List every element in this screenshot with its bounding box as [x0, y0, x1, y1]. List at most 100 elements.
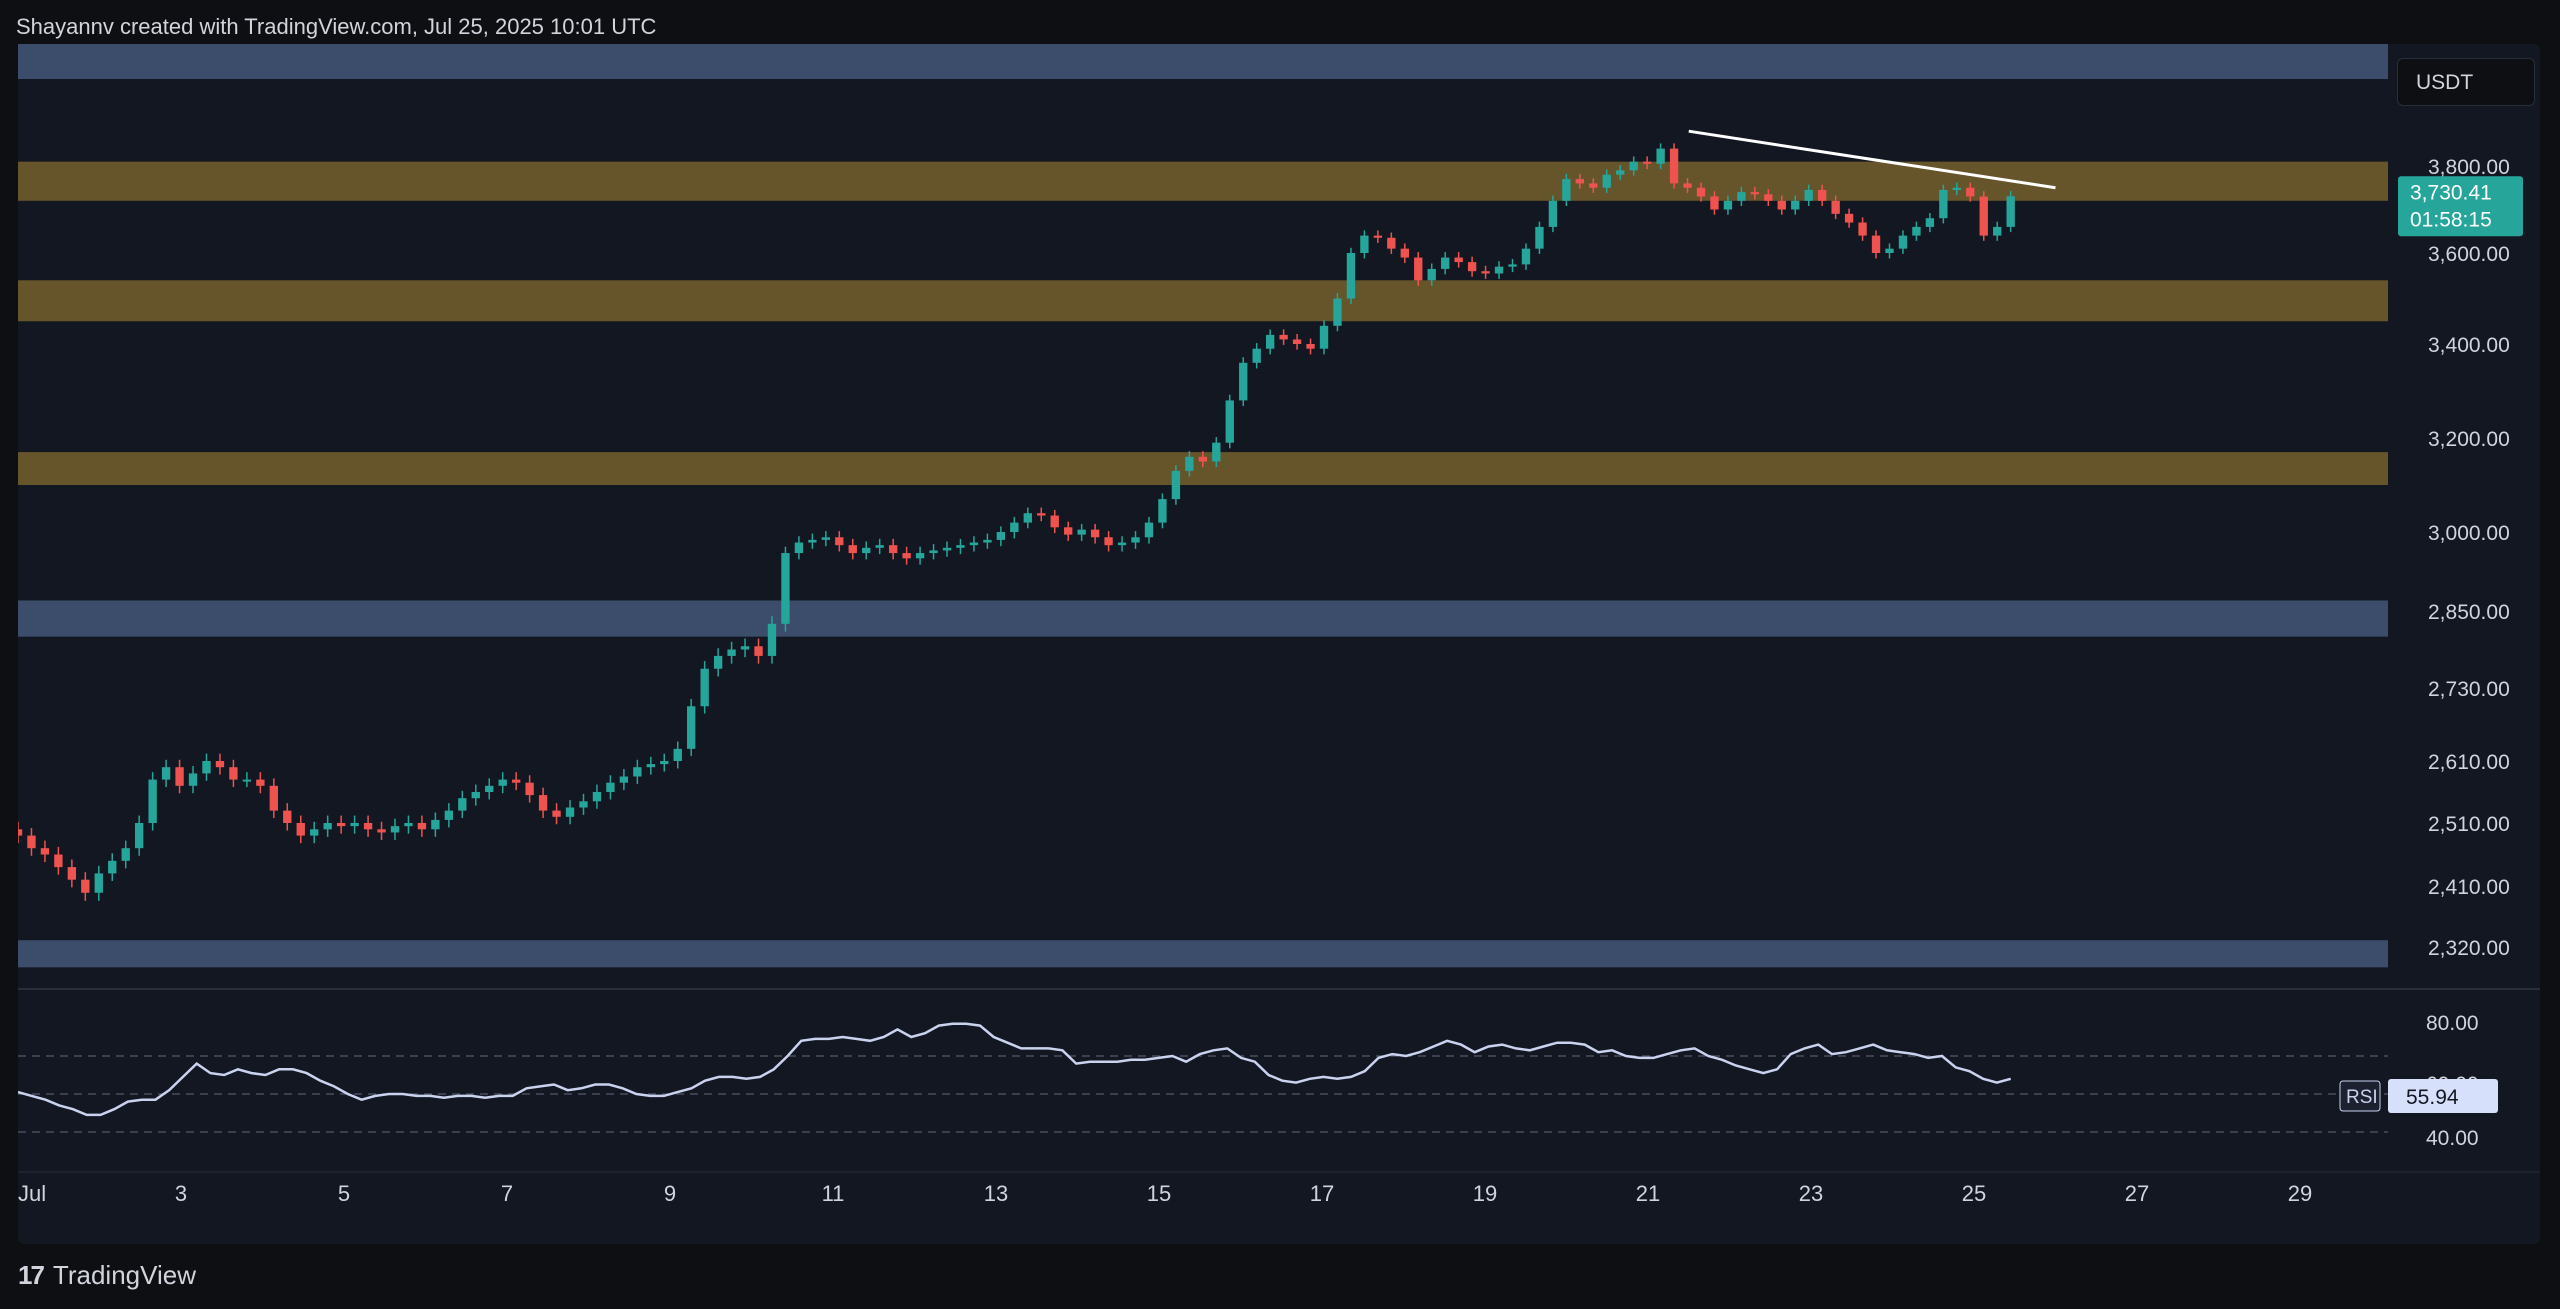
candle [633, 759, 642, 784]
candle [1616, 165, 1625, 180]
chart-attribution: Shayannv created with TradingView.com, J… [16, 14, 657, 39]
candle-body [1360, 235, 1369, 253]
candle-body [1616, 170, 1625, 175]
candle [1575, 173, 1585, 189]
candle [700, 661, 709, 714]
candle [1764, 189, 1773, 207]
candle-body [1171, 470, 1181, 500]
candle [1844, 208, 1854, 228]
candle [135, 815, 144, 856]
candle [1791, 195, 1800, 215]
candle [363, 815, 373, 837]
time-tick-label: 13 [984, 1181, 1008, 1206]
candle-body [1050, 515, 1059, 528]
candle-body [1454, 257, 1463, 263]
candle-body [538, 795, 548, 811]
candle-body [1818, 189, 1827, 201]
candle-body [996, 532, 1006, 540]
candle-body [740, 646, 750, 650]
zone-supply-1 [18, 161, 2388, 201]
candle [1979, 191, 1988, 241]
candle-body [1912, 226, 1921, 236]
candle [1966, 182, 1975, 202]
candle [1804, 184, 1813, 207]
candle [1050, 509, 1059, 534]
candle [1144, 516, 1154, 544]
candle-body [983, 539, 992, 543]
candle-body [363, 823, 373, 830]
candle [1239, 357, 1248, 407]
candle [458, 790, 467, 819]
chart-frame[interactable]: 2,320.00 2,410.00 2,510.00 2,610.00 2,730.00… [18, 44, 2540, 1244]
candle-body [1589, 183, 1598, 188]
candle [1225, 394, 1234, 449]
trendline [1688, 129, 2056, 190]
candle [2006, 191, 2015, 233]
candle [1158, 493, 1167, 529]
candle-body [821, 537, 831, 540]
brand-name: TradingView [52, 1260, 196, 1290]
candle-body [1966, 187, 1975, 197]
candle [1131, 531, 1140, 549]
candle-body [296, 823, 305, 836]
candle-body [794, 542, 804, 554]
candle [1212, 437, 1221, 468]
candle [67, 859, 77, 888]
candle-body [229, 767, 238, 780]
candle-body [1952, 187, 1961, 190]
candle-body [390, 826, 400, 833]
candle-body [1723, 200, 1733, 210]
candle-body [256, 779, 265, 786]
candle [1467, 256, 1477, 277]
candle [1508, 258, 1517, 273]
time-tick-label: 25 [1962, 1181, 1986, 1206]
candle [283, 803, 292, 831]
candle [1346, 247, 1356, 304]
candle-body [956, 545, 965, 548]
candle [431, 812, 440, 837]
candle-body [754, 646, 763, 656]
price-tick-label: 3,400.00 [2428, 334, 2510, 357]
candle [862, 541, 871, 560]
candle [1656, 143, 1665, 170]
price-chart[interactable]: 2,320.00 2,410.00 2,510.00 2,610.00 2,730.00… [18, 44, 2540, 1244]
candle-body [1333, 298, 1342, 326]
candle-body [1925, 218, 1935, 227]
candle [565, 800, 575, 825]
candle-body [1696, 187, 1706, 197]
candle-body [915, 553, 925, 559]
candle [1333, 293, 1342, 332]
candle-body [1414, 257, 1423, 281]
time-tick-label: 19 [1473, 1181, 1497, 1206]
candle-body [1575, 179, 1585, 184]
candle [1077, 524, 1086, 541]
price-zones [18, 44, 2388, 968]
candle [471, 784, 480, 806]
candle-body [283, 810, 292, 823]
candle-body [713, 655, 723, 669]
tradingview-brand[interactable]: 17 TradingView [18, 1260, 196, 1291]
candle-body [1158, 499, 1167, 523]
candle [175, 759, 184, 794]
time-tick-label: 29 [2288, 1181, 2312, 1206]
time-tick-label: 15 [1147, 1181, 1171, 1206]
candle-body [1090, 529, 1100, 538]
candle-body [835, 537, 844, 546]
candle [1387, 232, 1396, 254]
candle-body [552, 810, 561, 817]
price-tick-label: 2,730.00 [2428, 678, 2510, 701]
candle [1090, 524, 1100, 544]
candle [1683, 178, 1692, 193]
candle-body [619, 776, 629, 783]
candle-body [1764, 194, 1773, 201]
candle-body [1252, 348, 1261, 363]
candle-body [188, 773, 198, 786]
candle [1912, 221, 1921, 241]
last-price-countdown: 01:58:15 [2410, 208, 2492, 231]
candle [902, 546, 911, 565]
candle [673, 741, 682, 769]
currency-selector[interactable]: USDT [2397, 58, 2535, 106]
candle-body [1548, 200, 1558, 227]
candle-body [1373, 235, 1383, 238]
time-tick-label: 23 [1799, 1181, 1823, 1206]
